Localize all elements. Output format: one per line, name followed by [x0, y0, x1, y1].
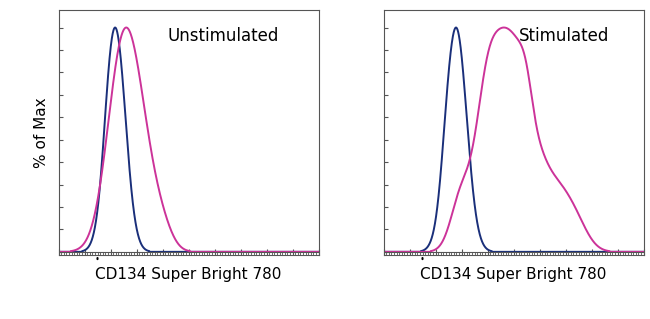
X-axis label: CD134 Super Bright 780: CD134 Super Bright 780	[96, 267, 281, 282]
X-axis label: CD134 Super Bright 780: CD134 Super Bright 780	[421, 267, 606, 282]
Text: Stimulated: Stimulated	[519, 27, 609, 45]
Y-axis label: % of Max: % of Max	[34, 97, 49, 168]
Text: Unstimulated: Unstimulated	[168, 27, 279, 45]
